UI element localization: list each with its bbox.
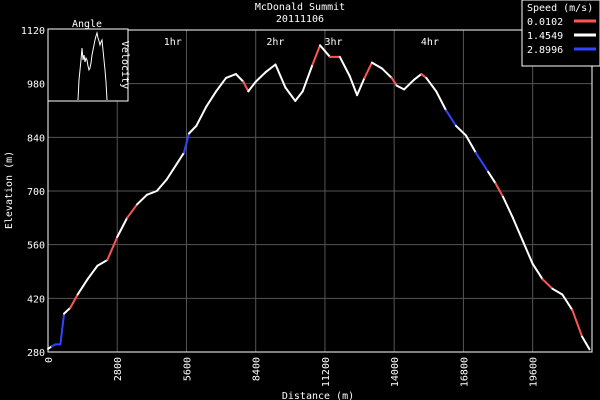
series-segment (127, 204, 137, 217)
series-segment (285, 88, 295, 101)
series-segment (340, 57, 350, 76)
series-segment (256, 72, 266, 82)
x-tick-label: 8400 (252, 357, 263, 381)
elevation-series (48, 45, 590, 349)
x-tick-label: 19600 (529, 357, 540, 387)
y-tick-labels: 280 420 560 700 840 980 1120 (21, 26, 45, 359)
series-segment (404, 80, 414, 90)
series-segment (496, 183, 503, 196)
y-tick-label: 840 (27, 133, 45, 144)
series-segment (78, 279, 88, 294)
y-axis-label: Elevation (m) (4, 151, 15, 229)
legend-entry-label: 0.0102 (527, 17, 563, 28)
y-tick-label: 560 (27, 241, 45, 252)
series-segment (206, 91, 216, 106)
series-segment (216, 78, 226, 91)
x-tick-label: 5600 (182, 357, 193, 381)
inset-title: Angle (72, 19, 102, 30)
series-segment (372, 63, 382, 69)
y-tick-label: 420 (27, 294, 45, 305)
series-segment (582, 337, 589, 350)
x-axis-label: Distance (m) (282, 391, 354, 400)
series-segment (236, 74, 243, 82)
series-segment (97, 260, 107, 266)
series-segment (446, 111, 456, 126)
series-segment (107, 237, 117, 260)
series-segment (60, 314, 64, 345)
series-segment (70, 295, 77, 308)
series-segment (552, 289, 562, 295)
series-segment (397, 86, 404, 90)
series-segment (456, 126, 466, 136)
series-segment (137, 195, 147, 205)
series-segment (167, 164, 177, 179)
series-segment (543, 279, 553, 289)
y-tick-label: 980 (27, 80, 45, 91)
speed-legend: Speed (m/s) 0.0102 1.4549 2.8996 (522, 0, 600, 66)
inset-ylabel: Velocity (119, 41, 130, 89)
series-segment (562, 295, 572, 310)
series-segment (533, 264, 543, 279)
series-segment (147, 191, 157, 195)
series-segment (189, 126, 196, 134)
series-segment (365, 63, 372, 78)
x-tick-label: 11200 (321, 357, 332, 387)
angle-velocity-inset: Angle Velocity (48, 19, 130, 101)
series-segment (357, 78, 364, 95)
series-segment (157, 180, 167, 192)
series-segment (350, 76, 357, 95)
x-tick-labels: 0 2800 5600 8400 11200 14000 16800 19600 (44, 357, 540, 387)
time-tick-label: 1hr (164, 37, 182, 48)
series-segment (426, 78, 436, 91)
y-tick-label: 700 (27, 187, 45, 198)
series-segment (503, 197, 513, 218)
legend-entry-label: 2.8996 (527, 45, 563, 56)
x-tick-label: 2800 (113, 357, 124, 381)
series-segment (177, 153, 184, 165)
y-tick-label: 280 (27, 348, 45, 359)
legend-entry-label: 1.4549 (527, 31, 563, 42)
series-segment (466, 135, 476, 152)
series-segment (226, 74, 236, 78)
series-segment (488, 172, 495, 184)
series-segment (64, 308, 70, 314)
series-segment (295, 91, 302, 101)
series-segment (196, 107, 206, 126)
x-tick-label: 14000 (390, 357, 401, 387)
series-segment (436, 91, 446, 110)
series-segment (266, 65, 276, 73)
y-tick-label: 1120 (21, 26, 45, 37)
series-segment (513, 218, 523, 241)
series-segment (303, 65, 313, 92)
time-tick-label: 2hr (266, 37, 284, 48)
x-tick-label: 16800 (459, 357, 470, 387)
series-segment (382, 68, 392, 78)
chart-subtitle: 20111106 (276, 14, 324, 25)
series-segment (88, 266, 98, 279)
series-segment (313, 45, 320, 64)
time-tick-label: 3hr (324, 37, 342, 48)
series-segment (476, 153, 488, 172)
chart-title: McDonald Summit (255, 2, 345, 13)
x-tick-label: 0 (44, 357, 55, 363)
series-segment (572, 310, 582, 337)
series-segment (414, 74, 421, 80)
legend-title: Speed (m/s) (527, 3, 593, 14)
time-tick-label: 4hr (421, 37, 439, 48)
series-segment (117, 218, 127, 237)
